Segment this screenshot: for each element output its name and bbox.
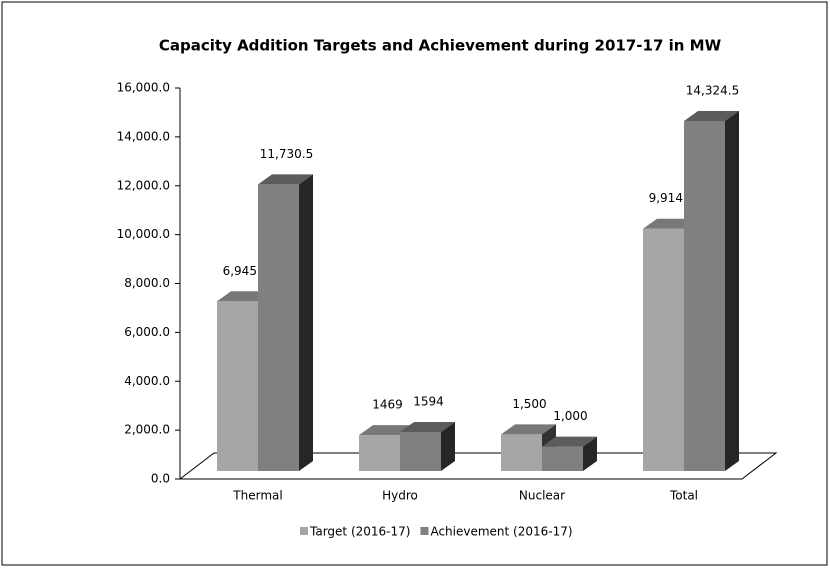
chart-title: Capacity Addition Targets and Achievemen… — [159, 37, 722, 55]
bar-front — [542, 446, 583, 471]
value-label: 6,945.0 — [223, 264, 269, 278]
legend-swatch — [300, 527, 308, 535]
bar-front — [359, 435, 400, 471]
legend-label: Achievement (2016-17) — [430, 525, 572, 539]
x-tick-label: Thermal — [232, 489, 282, 503]
value-label: 1594 — [413, 395, 444, 409]
bar-side — [725, 110, 739, 471]
y-tick-label: 6,000.0 — [124, 325, 170, 339]
bar-side — [299, 174, 313, 471]
legend-label: Target (2016-17) — [309, 525, 410, 539]
x-tick-label: Hydro — [382, 489, 418, 503]
bar-top — [400, 422, 455, 433]
bar-top — [501, 424, 556, 435]
y-tick-label: 12,000.0 — [117, 178, 170, 192]
bar — [542, 436, 597, 471]
floor — [178, 452, 778, 480]
y-tick-label: 14,000.0 — [117, 129, 170, 143]
value-label: 11,730.5 — [260, 147, 313, 161]
bar-top — [684, 110, 739, 121]
legend-swatch — [420, 527, 429, 535]
bar-side — [441, 422, 455, 471]
value-label: 14,324.5 — [686, 83, 739, 97]
bar — [258, 174, 313, 471]
bar-side — [583, 436, 597, 471]
y-tick-label: 0.0 — [151, 472, 170, 486]
bar-top — [542, 436, 597, 447]
bar-front — [258, 184, 299, 471]
bar-front — [643, 228, 684, 471]
y-tick-label: 10,000.0 — [117, 227, 170, 241]
bar-front — [684, 120, 725, 471]
x-tick-label: Total — [669, 489, 698, 503]
bar — [400, 422, 455, 471]
bar-front — [217, 301, 258, 471]
bar-front — [400, 432, 441, 471]
bar-front — [501, 434, 542, 471]
bar-top — [258, 174, 313, 185]
y-tick-label: 8,000.0 — [124, 276, 170, 290]
y-tick-label: 16,000.0 — [117, 81, 170, 95]
y-tick-label: 4,000.0 — [124, 374, 170, 388]
value-label: 1469 — [372, 398, 403, 412]
value-label: 9,914.0 — [649, 191, 695, 205]
value-label: 1,000 — [553, 409, 587, 423]
value-label: 1,500 — [512, 397, 546, 411]
x-tick-label: Nuclear — [519, 489, 565, 503]
bar — [684, 110, 739, 471]
y-tick-label: 2,000.0 — [124, 423, 170, 437]
